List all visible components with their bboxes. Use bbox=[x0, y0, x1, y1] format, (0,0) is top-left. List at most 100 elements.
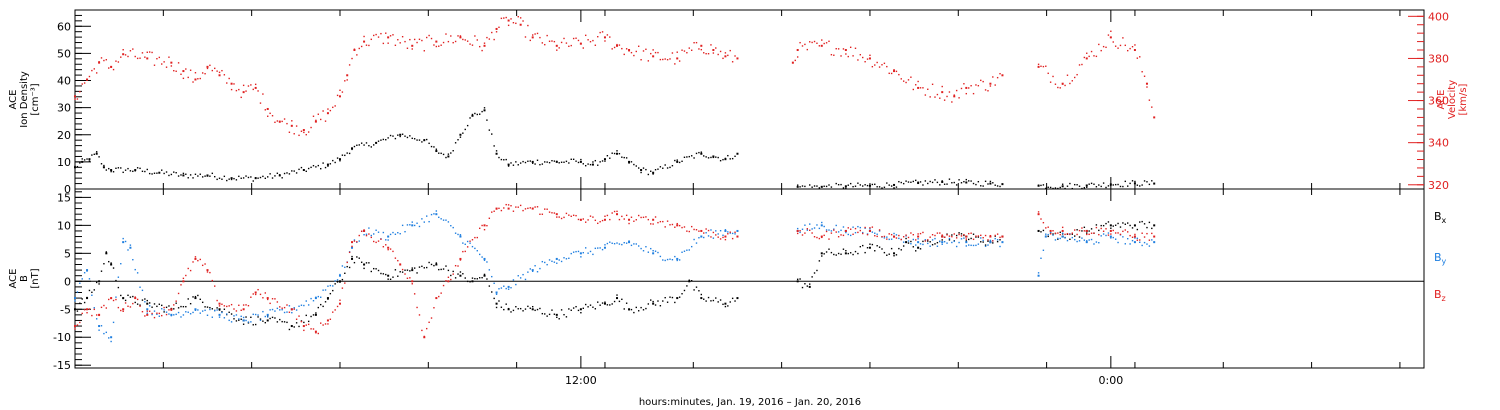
b-bz-point bbox=[336, 305, 339, 308]
density-point bbox=[447, 153, 450, 155]
velocity-anchor-point bbox=[218, 74, 221, 77]
b-bx-point bbox=[560, 309, 563, 311]
b-by-anchor-point bbox=[146, 308, 149, 311]
b-bx-point bbox=[1129, 224, 1131, 227]
density-point bbox=[1059, 186, 1061, 189]
b-by-point bbox=[1134, 237, 1136, 239]
b-by-point bbox=[835, 224, 837, 227]
b-bz-point bbox=[886, 238, 888, 240]
velocity-point bbox=[310, 126, 312, 129]
b-by-point bbox=[833, 228, 835, 230]
velocity-point bbox=[452, 41, 454, 44]
b-by-point bbox=[1151, 239, 1153, 241]
density-point bbox=[173, 171, 175, 173]
b-bx-point bbox=[592, 306, 594, 308]
velocity-point bbox=[539, 36, 541, 39]
b-bz-point bbox=[505, 203, 507, 206]
b-by-point bbox=[363, 234, 365, 236]
b-by-point bbox=[110, 340, 112, 343]
b-by-point bbox=[548, 259, 551, 261]
b-bz-point bbox=[307, 323, 310, 326]
b-by-point bbox=[623, 241, 625, 244]
b-bz-anchor-point bbox=[351, 241, 354, 244]
density-point bbox=[1066, 185, 1069, 187]
density-point bbox=[108, 167, 110, 170]
density-point bbox=[442, 153, 445, 156]
density-point bbox=[1127, 185, 1129, 187]
density-point bbox=[353, 145, 356, 148]
b-bz-point bbox=[975, 235, 977, 237]
b-by-point bbox=[953, 240, 955, 243]
velocity-point bbox=[527, 24, 529, 27]
velocity-point bbox=[93, 68, 95, 70]
b-bz-point bbox=[204, 263, 206, 265]
b-bz-point bbox=[120, 309, 122, 312]
b-bz-point bbox=[252, 293, 254, 295]
b-bz-point bbox=[368, 233, 370, 235]
b-bx-point bbox=[635, 306, 637, 309]
velocity-point bbox=[298, 134, 300, 137]
b-by-point bbox=[100, 325, 103, 327]
b-by-anchor-point bbox=[917, 241, 920, 244]
density-point bbox=[724, 157, 727, 160]
b-by-point bbox=[587, 252, 589, 254]
density-point bbox=[134, 170, 136, 172]
density-point bbox=[652, 173, 654, 175]
b-by-point bbox=[141, 289, 144, 292]
b-by-point bbox=[652, 249, 654, 252]
density-point bbox=[165, 171, 168, 173]
density-point bbox=[951, 182, 953, 184]
velocity-point bbox=[240, 96, 242, 99]
density-point bbox=[1146, 181, 1148, 183]
density-point bbox=[604, 160, 606, 162]
b-bz-anchor-point bbox=[603, 218, 606, 221]
b-bx-point bbox=[156, 305, 158, 308]
b-bx-point bbox=[1081, 230, 1083, 232]
b-bx-anchor-point bbox=[724, 302, 727, 305]
b-by-point bbox=[924, 239, 927, 241]
b-bx-point bbox=[438, 268, 440, 271]
b-bz-point bbox=[630, 216, 633, 218]
b-by-point bbox=[951, 241, 953, 244]
density-point bbox=[476, 113, 478, 116]
b-by-point bbox=[334, 280, 336, 282]
density-point bbox=[479, 113, 481, 115]
b-bx-point bbox=[874, 250, 876, 252]
velocity-anchor-point bbox=[531, 36, 534, 39]
velocity-point bbox=[816, 42, 818, 44]
velocity-point bbox=[163, 61, 165, 63]
density-point bbox=[818, 187, 821, 189]
b-bz-point bbox=[418, 314, 421, 316]
b-by-point bbox=[279, 309, 281, 311]
b-bx-point bbox=[483, 273, 486, 276]
velocity-point bbox=[201, 72, 204, 74]
b-bz-point bbox=[281, 307, 283, 309]
b-bx-point bbox=[81, 298, 83, 300]
b-bx-point bbox=[1095, 224, 1098, 226]
b-by-point bbox=[144, 301, 146, 303]
b-by-point bbox=[86, 270, 88, 272]
density-point bbox=[890, 185, 893, 187]
velocity-point bbox=[440, 44, 442, 46]
velocity-point bbox=[1049, 81, 1052, 83]
b-bx-point bbox=[428, 261, 430, 264]
velocity-point bbox=[982, 80, 984, 83]
b-by-point bbox=[705, 232, 707, 234]
b-bx-point bbox=[1127, 222, 1129, 224]
b-by-anchor-point bbox=[129, 246, 132, 249]
velocity-point bbox=[464, 39, 466, 41]
b-bz-point bbox=[999, 236, 1001, 239]
b-bx-point bbox=[955, 234, 958, 237]
density-point bbox=[876, 186, 878, 188]
velocity-point bbox=[380, 32, 382, 35]
density-point bbox=[630, 161, 633, 163]
b-bx-point bbox=[878, 246, 881, 248]
b-by-anchor-point bbox=[724, 229, 727, 232]
velocity-point bbox=[912, 88, 915, 91]
density-point bbox=[433, 146, 435, 148]
velocity-point bbox=[307, 131, 310, 133]
b-bx-point bbox=[551, 309, 553, 311]
b-bx-point bbox=[1119, 226, 1122, 228]
b-bx-point bbox=[310, 315, 312, 318]
